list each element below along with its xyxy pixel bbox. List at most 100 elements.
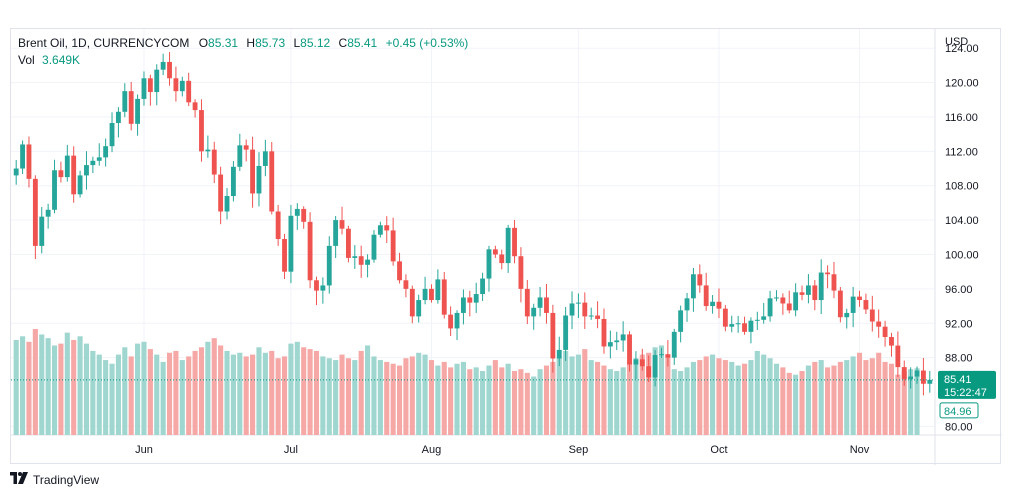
candle-body	[914, 370, 920, 377]
candle-body	[863, 300, 869, 310]
volume-bar	[556, 358, 562, 435]
volume-bar	[473, 367, 479, 435]
candle-body	[927, 379, 933, 384]
volume-bar	[77, 336, 83, 435]
x-tick-label: Aug	[422, 444, 442, 456]
candle	[812, 280, 818, 311]
volume-bar	[160, 361, 166, 435]
volume-bar	[307, 349, 313, 435]
volume-bar	[908, 369, 914, 435]
volume-bar	[467, 369, 473, 435]
candle	[218, 166, 224, 225]
candle	[920, 358, 926, 396]
candle	[96, 143, 102, 166]
volume-label[interactable]: Vol	[18, 53, 35, 67]
volume-bar	[166, 352, 173, 435]
candle	[524, 279, 530, 325]
brand-name[interactable]: TradingView	[33, 472, 100, 487]
volume-bar	[876, 352, 882, 435]
candle-body	[895, 345, 901, 368]
candle-body	[307, 221, 313, 281]
candle	[422, 276, 428, 305]
candle-body	[837, 290, 843, 318]
y-tick-label: 116.00	[945, 112, 978, 124]
volume-bar	[313, 350, 320, 435]
candle	[863, 293, 869, 314]
candle-body	[39, 216, 45, 246]
volume-bar	[914, 368, 920, 435]
candle	[256, 152, 262, 207]
candle	[748, 317, 754, 344]
volume-bar	[729, 361, 735, 435]
candle	[742, 316, 747, 335]
candle-body	[697, 274, 703, 286]
candle-body	[345, 228, 351, 258]
candle	[486, 245, 492, 292]
candle-body	[614, 340, 620, 343]
volume-bar	[377, 360, 383, 435]
candle-body	[492, 249, 498, 255]
volume-bar	[454, 363, 460, 435]
candle-body	[429, 288, 434, 301]
volume-bar	[403, 358, 409, 435]
volume-bar	[230, 354, 236, 435]
volume-bar	[646, 352, 652, 435]
candle-body	[460, 297, 466, 313]
candle	[90, 156, 96, 174]
volume-bar	[179, 360, 185, 435]
volume-bar	[173, 350, 179, 435]
volume-bar	[103, 360, 109, 435]
volume-bar	[499, 367, 505, 435]
candle	[556, 336, 562, 367]
candle	[71, 146, 77, 203]
volume-bar	[780, 367, 786, 435]
candle-body	[818, 272, 824, 301]
volume-bar	[109, 363, 115, 435]
close-value: 85.41	[347, 36, 378, 50]
candle-body	[722, 308, 728, 327]
candle	[460, 289, 466, 325]
candle-body	[167, 61, 172, 79]
candle-body	[556, 349, 562, 359]
candle-body	[230, 166, 236, 197]
volume-bar	[128, 356, 134, 435]
volume-bar	[786, 372, 792, 435]
volume-bar	[607, 369, 613, 435]
y-tick-label: 112.00	[945, 146, 978, 158]
candle-body	[371, 234, 377, 260]
candle-body	[205, 149, 211, 152]
volume-value: 3.649K	[42, 53, 81, 67]
candle-body	[256, 165, 262, 194]
candle	[882, 320, 888, 347]
candle-body	[627, 334, 632, 365]
tradingview-logo-icon[interactable]	[10, 472, 28, 487]
candle	[480, 272, 486, 301]
candle	[716, 288, 722, 319]
candle	[614, 331, 620, 351]
candle-body	[563, 315, 569, 350]
candle	[825, 265, 831, 289]
candle	[793, 283, 799, 317]
y-tick-label: 124.00	[945, 43, 979, 55]
candle-body	[269, 151, 275, 212]
candle	[697, 264, 703, 293]
candle-body	[288, 215, 294, 272]
candle	[186, 72, 192, 107]
symbol-title[interactable]: Brent Oil, 1D, CURRENCYCOM	[18, 36, 190, 50]
volume-bar	[39, 334, 45, 435]
volume-bar	[805, 365, 811, 435]
y-tick-label: 92.00	[945, 318, 973, 330]
y-tick-label: 100.00	[945, 249, 979, 261]
candle-body	[147, 78, 153, 93]
volume-bar	[250, 354, 256, 435]
volume-bar	[671, 369, 677, 435]
candle-body	[774, 297, 779, 299]
volume-bar	[633, 358, 639, 435]
candle	[537, 286, 543, 317]
candle-body	[422, 288, 428, 301]
candle-body	[237, 145, 243, 167]
candle	[262, 139, 268, 177]
candle-body	[659, 354, 664, 356]
volume-bar	[333, 360, 339, 435]
